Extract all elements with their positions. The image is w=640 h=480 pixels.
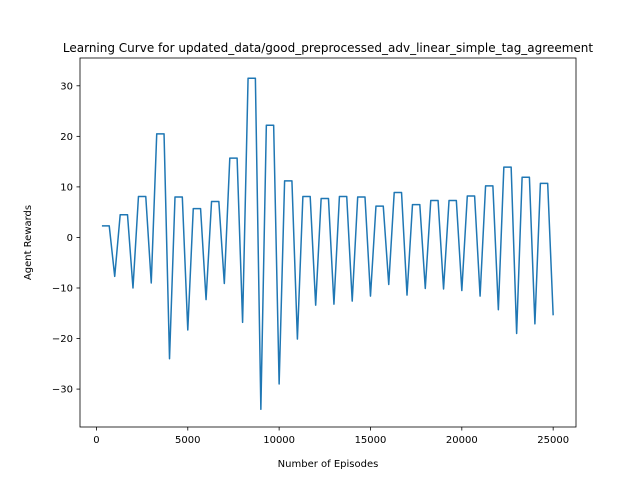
x-tick-label: 20000 xyxy=(446,435,478,446)
chart-title: Learning Curve for updated_data/good_pre… xyxy=(63,41,593,55)
y-tick-label: 30 xyxy=(60,81,73,92)
y-tick-label: −10 xyxy=(52,283,73,294)
x-tick-label: 5000 xyxy=(175,435,200,446)
y-tick-label: −20 xyxy=(52,334,73,345)
x-axis: 0 5000 10000 15000 20000 25000 xyxy=(93,427,569,446)
y-axis-label: Agent Rewards xyxy=(23,205,34,280)
series-line-0 xyxy=(101,77,554,411)
x-tick-label: 0 xyxy=(93,435,99,446)
x-tick-label: 15000 xyxy=(355,435,387,446)
y-tick-label: 20 xyxy=(60,132,73,143)
y-tick-label: −30 xyxy=(52,385,73,396)
x-tick-label: 10000 xyxy=(263,435,295,446)
y-tick-label: 10 xyxy=(60,182,73,193)
plot-frame xyxy=(79,57,577,428)
y-axis: −30 −20 −10 0 10 20 30 xyxy=(52,81,80,396)
x-tick-label: 25000 xyxy=(537,435,569,446)
series-group xyxy=(101,77,554,411)
x-axis-label: Number of Episodes xyxy=(278,459,379,470)
y-tick-label: 0 xyxy=(67,233,73,244)
